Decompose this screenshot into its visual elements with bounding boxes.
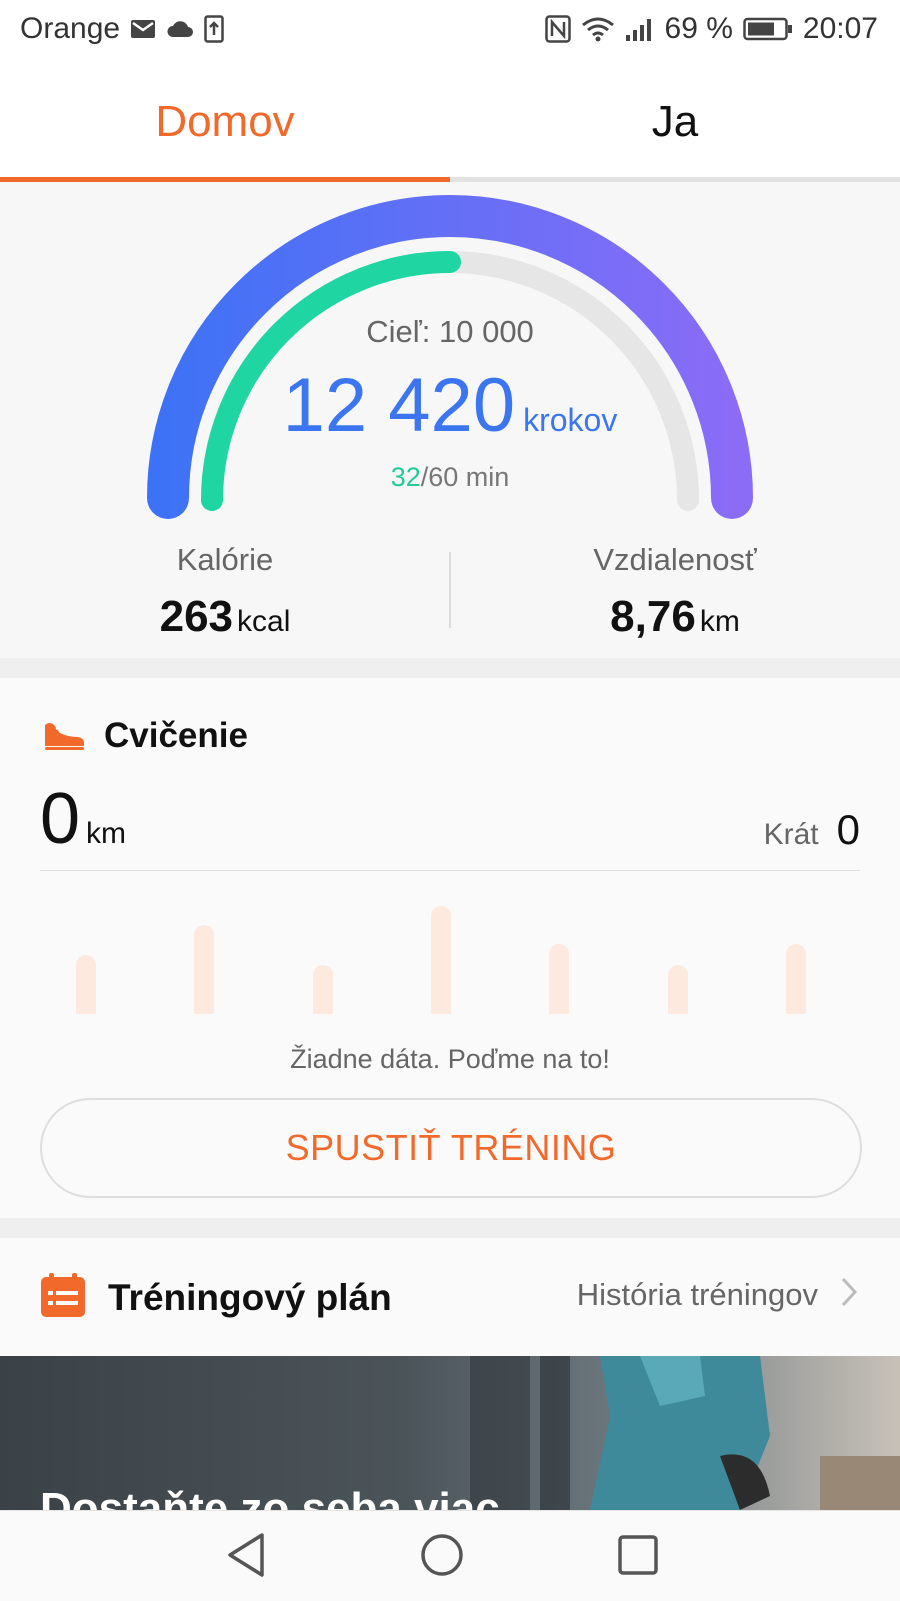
- training-plan-title: Tréningový plán: [108, 1276, 392, 1318]
- training-plan-link[interactable]: Tréningový plán: [40, 1272, 392, 1323]
- tab-bar: Domov Ja: [0, 62, 900, 182]
- steps-unit: krokov: [523, 402, 618, 438]
- status-bar: Orange 69 % 20:07: [0, 0, 900, 62]
- active-minutes-done: 32: [390, 462, 421, 492]
- steps-panel[interactable]: Cieľ: 10 000 12 420 krokov 32/60 min Kaló…: [0, 182, 900, 658]
- tab-me-underline: [450, 177, 900, 182]
- upload-icon: [204, 15, 224, 43]
- distance-label: Vzdialenosť: [593, 542, 757, 577]
- tab-home-label: Domov: [155, 97, 295, 146]
- stat-divider: [449, 552, 451, 628]
- battery-percent: 69 %: [664, 12, 733, 45]
- carrier-name: Orange: [20, 12, 121, 45]
- training-history-label: História tréningov: [576, 1276, 818, 1312]
- distance-unit: km: [699, 605, 740, 638]
- exercise-times-label: Krát: [763, 818, 819, 851]
- promo-banner[interactable]: Dostaňte zo seba viac: [0, 1356, 900, 1510]
- banner-title: Dostaňte zo seba viac: [40, 1484, 500, 1510]
- calories-value: 263: [159, 592, 234, 641]
- placeholder-bar: [76, 955, 96, 1014]
- nfc-icon: [544, 15, 571, 43]
- placeholder-bar: [668, 965, 688, 1014]
- exercise-times: Krát 0: [764, 806, 860, 854]
- calories-stat: Kalórie 263 kcal: [0, 542, 450, 642]
- active-minutes-total: /60 min: [420, 462, 510, 492]
- runner-image: [470, 1356, 900, 1510]
- clock: 20:07: [802, 12, 878, 45]
- chevron-right-icon: [840, 1276, 858, 1313]
- shoe-icon: [42, 717, 86, 756]
- placeholder-bar: [313, 965, 333, 1014]
- exercise-divider: [40, 870, 860, 871]
- active-minutes: 32/60 min: [0, 462, 900, 493]
- start-training-button[interactable]: SPUSTIŤ TRÉNING: [40, 1098, 862, 1198]
- training-plan-row: Tréningový plán História tréningov: [0, 1238, 900, 1356]
- tab-home-underline: [0, 177, 450, 182]
- recents-icon[interactable]: [616, 1531, 660, 1584]
- exercise-distance: 0 km: [40, 778, 126, 860]
- tab-me-label: Ja: [651, 97, 699, 146]
- exercise-title: Cvičenie: [104, 716, 248, 755]
- steps-value: 12 420: [282, 363, 516, 448]
- gmail-icon: [130, 18, 156, 40]
- gauge-outer-arc: [147, 195, 753, 519]
- wifi-icon: [581, 16, 615, 42]
- battery-icon: [743, 17, 793, 41]
- back-icon[interactable]: [224, 1531, 268, 1584]
- signal-icon: [625, 17, 655, 41]
- placeholder-bar: [194, 925, 214, 1014]
- placeholder-bar: [431, 906, 451, 1014]
- tab-home[interactable]: Domov: [0, 62, 450, 182]
- section-divider: [0, 658, 900, 678]
- calendar-icon: [40, 1272, 86, 1323]
- system-nav-bar: [0, 1510, 900, 1601]
- placeholder-bar: [549, 944, 569, 1014]
- calories-label: Kalórie: [176, 542, 274, 577]
- step-goal: Cieľ: 10 000: [366, 314, 534, 349]
- gauge-inner-progress: [201, 251, 461, 511]
- cloud-icon: [166, 19, 194, 39]
- home-icon[interactable]: [420, 1531, 464, 1584]
- exercise-distance-value: 0: [40, 779, 81, 859]
- distance-value: 8,76: [610, 592, 696, 641]
- placeholder-bar: [786, 944, 806, 1014]
- exercise-times-value: 0: [836, 806, 860, 853]
- training-history-link[interactable]: História tréningov: [577, 1276, 858, 1313]
- no-data-message: Žiadne dáta. Poďme na to!: [290, 1044, 610, 1074]
- exercise-distance-unit: km: [86, 817, 127, 850]
- steps-gauge: [147, 195, 753, 519]
- distance-stat: Vzdialenosť 8,76 km: [450, 542, 900, 642]
- tab-me[interactable]: Ja: [450, 62, 900, 182]
- steps-count-row: 12 420 krokov: [0, 362, 900, 449]
- section-divider-2: [0, 1218, 900, 1238]
- calories-unit: kcal: [237, 605, 291, 638]
- exercise-card[interactable]: Cvičenie 0 km Krát 0 Žiadne dáta. Poďme na…: [0, 678, 900, 1218]
- exercise-header: Cvičenie: [42, 716, 248, 756]
- placeholder-bar-chart: [0, 878, 900, 1118]
